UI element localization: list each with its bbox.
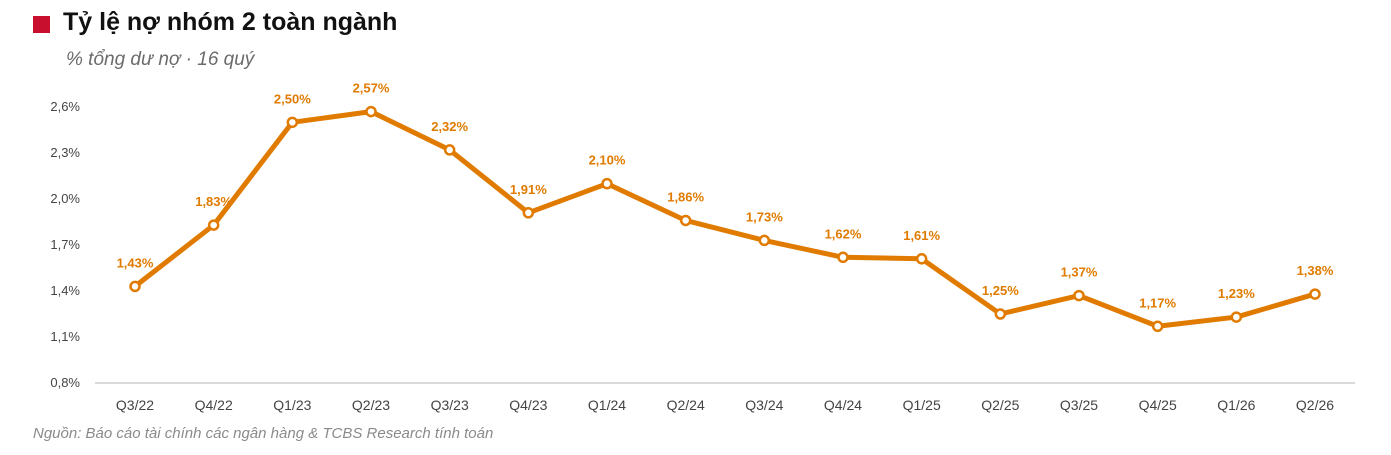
- x-tick-label: Q1/26: [1217, 397, 1255, 413]
- data-point: [129, 280, 141, 293]
- y-tick-label: 1,4%: [50, 283, 80, 298]
- data-point: [443, 144, 456, 156]
- data-point: [1073, 289, 1085, 302]
- data-label: 1,17%: [1139, 295, 1176, 310]
- data-point: [1309, 288, 1321, 300]
- data-point: [207, 219, 220, 231]
- data-point: [679, 214, 692, 227]
- data-point: [837, 251, 849, 264]
- title-marker-square: [33, 16, 50, 33]
- data-label: 1,43%: [117, 255, 154, 270]
- chart-title: Tỷ lệ nợ nhóm 2 toàn ngành: [63, 8, 398, 36]
- y-tick-label: 2,3%: [50, 145, 80, 160]
- x-tick-label: Q2/26: [1296, 397, 1334, 413]
- x-tick-label: Q1/25: [903, 397, 941, 413]
- data-label: 1,62%: [825, 226, 862, 241]
- chart-subtitle: % tổng dư nợ · 16 quý: [66, 49, 255, 70]
- data-point: [286, 116, 299, 129]
- x-tick-label: Q4/25: [1139, 397, 1177, 413]
- data-point: [994, 308, 1007, 320]
- x-axis: Q3/22 Q4/22 Q1/23 Q2/23 Q3/23 Q4/23 Q1/24 Q2/24…: [116, 397, 1334, 413]
- data-point: [1230, 311, 1243, 323]
- y-axis: 0,8% 1,1% 1,4% 1,7% 2,0% 2,3% 2,6%: [50, 99, 80, 390]
- series-line: [132, 109, 1318, 329]
- x-tick-label: Q2/25: [981, 397, 1019, 413]
- data-label: 1,73%: [746, 209, 783, 224]
- data-label: 1,61%: [903, 228, 940, 243]
- data-point: [915, 253, 928, 265]
- data-label: 1,38%: [1297, 263, 1334, 278]
- x-tick-label: Q3/22: [116, 397, 154, 413]
- data-label-layer: 1,43% 1,83% 2,50% 2,57% 2,32% 1,91% 2,10% 1,86%…: [117, 81, 1334, 311]
- y-tick-label: 2,6%: [50, 99, 80, 114]
- data-point: [365, 105, 377, 118]
- title-marker: [33, 16, 50, 33]
- data-point: [1151, 320, 1164, 333]
- data-point: [522, 207, 535, 219]
- x-tick-label: Q1/23: [273, 397, 311, 413]
- data-label: 2,32%: [431, 119, 468, 134]
- x-tick-label: Q4/23: [509, 397, 547, 413]
- y-tick-label: 2,0%: [50, 191, 80, 206]
- x-tick-label: Q2/24: [667, 397, 705, 413]
- x-tick-label: Q3/25: [1060, 397, 1098, 413]
- source-note: Nguồn: Báo cáo tài chính các ngân hàng &…: [33, 425, 494, 442]
- data-point: [601, 177, 613, 190]
- x-tick-label: Q2/23: [352, 397, 390, 413]
- data-label: 1,91%: [510, 182, 547, 197]
- data-label: 1,83%: [195, 194, 232, 209]
- series-layer: [129, 105, 1321, 333]
- y-tick-label: 1,7%: [50, 237, 80, 252]
- data-label: 2,50%: [274, 91, 311, 106]
- data-label: 1,23%: [1218, 286, 1255, 301]
- x-tick-label: Q3/24: [745, 397, 783, 413]
- data-label: 1,37%: [1061, 265, 1098, 280]
- data-label: 2,10%: [589, 153, 626, 168]
- data-label: 1,25%: [982, 283, 1019, 298]
- x-tick-label: Q3/23: [431, 397, 469, 413]
- x-tick-label: Q4/24: [824, 397, 862, 413]
- y-tick-label: 1,1%: [50, 329, 80, 344]
- y-tick-label: 0,8%: [50, 375, 80, 390]
- x-tick-label: Q1/24: [588, 397, 626, 413]
- x-tick-label: Q4/22: [195, 397, 233, 413]
- data-label: 1,86%: [667, 189, 704, 204]
- data-point: [758, 234, 771, 247]
- data-label: 2,57%: [353, 81, 390, 96]
